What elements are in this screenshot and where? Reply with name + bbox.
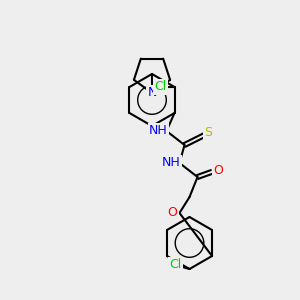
Text: S: S [205, 127, 212, 140]
Text: NH: NH [162, 157, 181, 169]
Text: Cl: Cl [169, 259, 181, 272]
Text: O: O [168, 206, 178, 218]
Text: NH: NH [149, 124, 168, 137]
Text: N: N [147, 86, 157, 100]
Text: O: O [214, 164, 224, 176]
Text: Cl: Cl [154, 80, 166, 94]
